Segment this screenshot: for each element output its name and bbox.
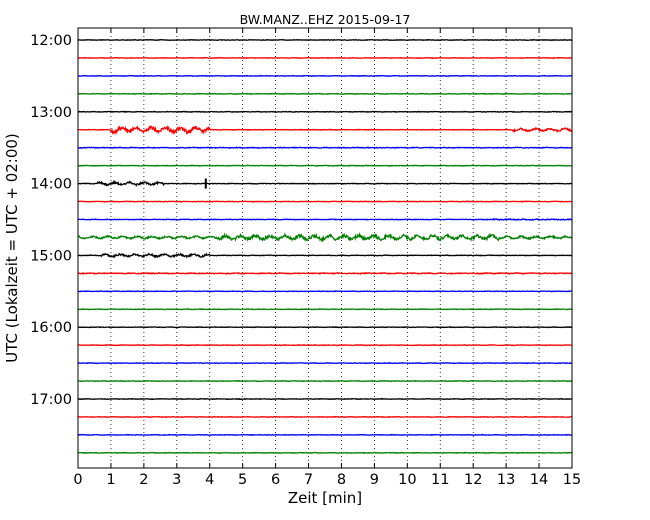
seismic-trace: [77, 433, 573, 437]
seismic-trace: [77, 451, 573, 454]
y-tick-label: 14:00: [30, 177, 72, 193]
x-tick-label: 15: [563, 472, 581, 488]
x-tick-label: 12: [464, 472, 482, 488]
seismic-trace: [77, 379, 573, 383]
seismic-trace: [77, 179, 573, 187]
seismic-trace: [77, 290, 573, 293]
seismic-trace: [77, 110, 573, 113]
x-tick-label: 9: [370, 472, 379, 488]
seismic-traces: [77, 38, 573, 454]
seismic-trace: [77, 200, 573, 203]
x-tick-label: 4: [205, 472, 214, 488]
x-axis-label: Zeit [min]: [288, 489, 362, 507]
seismic-trace: [77, 124, 573, 136]
seismic-trace: [77, 252, 573, 259]
seismic-trace: [77, 271, 573, 275]
x-axis: 0 1 2 3 4 5 6 7 8 9 10 11 12 13 14 15: [73, 28, 581, 488]
seismic-trace: [77, 56, 573, 60]
plot-frame: [77, 27, 573, 469]
seismic-trace: [77, 343, 573, 347]
x-tick-label: 8: [337, 472, 346, 488]
seismic-trace: [77, 74, 573, 78]
y-tick-label: 13:00: [30, 105, 72, 121]
x-tick-label: 11: [431, 472, 449, 488]
x-tick-label: 0: [73, 472, 82, 488]
x-tick-label: 3: [172, 472, 181, 488]
y-tick-label: 12:00: [30, 33, 72, 49]
seismic-trace: [77, 397, 573, 401]
x-tick-label: 13: [497, 472, 515, 488]
grid-lines: [110, 28, 540, 468]
x-tick-label: 6: [271, 472, 280, 488]
seismic-trace: [77, 307, 573, 311]
y-axis-label: UTC (Lokalzeit = UTC + 02:00): [3, 133, 21, 363]
x-tick-label: 10: [398, 472, 416, 488]
seismic-trace: [77, 92, 573, 96]
x-tick-label: 14: [530, 472, 548, 488]
seismic-trace: [77, 415, 573, 419]
seismic-trace: [77, 217, 573, 222]
y-axis: 12:00 13:00 14:00 15:00 16:00 17:00: [30, 33, 572, 408]
seismic-trace: [77, 361, 573, 365]
chart-title: BW.MANZ..EHZ 2015-09-17: [240, 12, 411, 27]
seismic-trace: [77, 164, 573, 167]
seismic-trace: [77, 146, 573, 150]
seismic-trace: [77, 325, 573, 329]
x-tick-label: 5: [238, 472, 247, 488]
x-tick-label: 2: [139, 472, 148, 488]
y-tick-label: 15:00: [30, 248, 72, 264]
x-tick-label: 1: [106, 472, 115, 488]
seismic-trace: [77, 38, 573, 42]
y-tick-label: 17:00: [30, 392, 72, 408]
x-tick-label: 7: [304, 472, 313, 488]
seismic-trace: [77, 231, 573, 243]
y-tick-label: 16:00: [30, 320, 72, 336]
